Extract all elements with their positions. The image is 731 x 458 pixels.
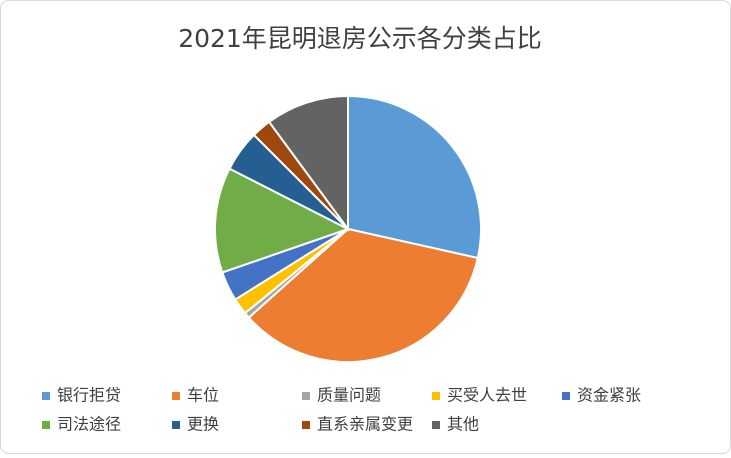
legend-label: 更换 (187, 415, 219, 434)
legend-label: 买受人去世 (447, 386, 527, 405)
legend-label: 车位 (187, 386, 219, 405)
legend-marker (432, 421, 440, 429)
pie-slice (267, 94, 349, 233)
legend-marker (302, 392, 310, 400)
legend-label: 直系亲属变更 (317, 415, 413, 434)
legend-marker (302, 421, 310, 429)
pie-slice (247, 227, 479, 363)
pie-slice (347, 94, 482, 260)
pie-slice (214, 167, 351, 274)
legend-marker (42, 392, 50, 400)
legend-marker (172, 421, 180, 429)
chart-title: 2021年昆明退房公示各分类占比 (178, 24, 542, 53)
legend-label: 质量问题 (317, 386, 381, 405)
legend-label: 其他 (447, 415, 479, 434)
legend-label: 资金紧张 (577, 386, 641, 405)
legend-label: 银行拒贷 (57, 386, 121, 405)
legend-marker (562, 392, 570, 400)
legend-marker (432, 392, 440, 400)
legend-marker (172, 392, 180, 400)
legend-label: 司法途径 (57, 415, 121, 434)
legend-marker (42, 421, 50, 429)
